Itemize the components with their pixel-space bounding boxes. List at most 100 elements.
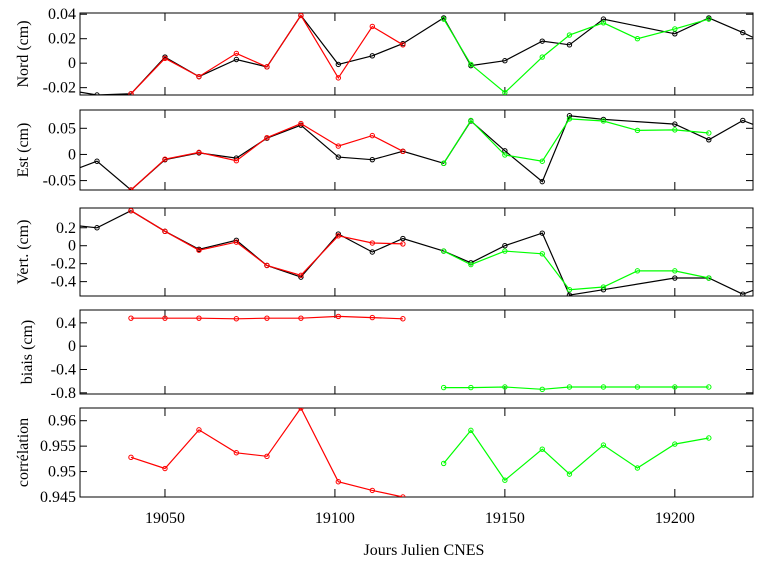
data-point bbox=[369, 132, 376, 139]
data-point bbox=[672, 441, 678, 447]
data-point bbox=[369, 487, 376, 494]
data-point bbox=[369, 156, 376, 163]
data-point bbox=[706, 435, 712, 441]
series-line bbox=[130, 14, 404, 95]
data-point bbox=[539, 251, 545, 257]
y-tick-label: -0.8 bbox=[51, 385, 76, 402]
data-point bbox=[369, 249, 376, 255]
data-point bbox=[634, 127, 641, 134]
data-point bbox=[672, 268, 678, 274]
x-tick-label: 19150 bbox=[485, 510, 525, 527]
data-point bbox=[196, 315, 202, 321]
data-point bbox=[706, 384, 712, 390]
x-tick-label: 19100 bbox=[315, 510, 355, 527]
data-point bbox=[539, 178, 545, 185]
data-point bbox=[335, 233, 342, 239]
y-tick-label: -0.02 bbox=[43, 80, 76, 97]
y-tick-label: 0.02 bbox=[48, 31, 76, 48]
data-point bbox=[196, 149, 202, 156]
data-point bbox=[440, 160, 447, 167]
data-point bbox=[162, 228, 168, 235]
y-tick-label: 0.95 bbox=[48, 464, 76, 481]
data-point bbox=[539, 158, 545, 164]
data-point bbox=[298, 315, 304, 321]
data-point bbox=[440, 384, 447, 391]
data-point bbox=[335, 154, 342, 160]
data-point bbox=[233, 239, 240, 245]
y-tick-label: 0.05 bbox=[48, 120, 76, 137]
series-line bbox=[443, 429, 709, 482]
data-point bbox=[440, 248, 447, 254]
y-tick-label: 0.04 bbox=[48, 6, 76, 23]
data-point bbox=[233, 450, 240, 456]
y-axis-label: Est (cm) bbox=[15, 123, 32, 178]
data-point bbox=[335, 479, 342, 485]
y-tick-label: 0 bbox=[68, 146, 76, 163]
panel-3: -0.4-0.200.2 Vert. (cm) bbox=[15, 207, 754, 297]
data-point bbox=[600, 20, 607, 26]
data-point bbox=[502, 248, 508, 254]
panel-frame bbox=[79, 309, 754, 395]
y-tick-label: 0.2 bbox=[56, 220, 76, 237]
data-point bbox=[196, 427, 202, 433]
series-group bbox=[80, 13, 753, 95]
data-point bbox=[335, 75, 342, 81]
y-tick-label: 0.945 bbox=[40, 489, 76, 506]
data-point bbox=[566, 113, 573, 119]
data-point bbox=[233, 316, 240, 322]
data-point bbox=[128, 208, 134, 214]
panel-frame bbox=[79, 207, 754, 297]
y-axis-label: corrélation bbox=[15, 418, 32, 487]
data-point bbox=[264, 135, 270, 141]
x-tick-label: 19200 bbox=[655, 510, 695, 527]
data-point bbox=[672, 275, 678, 281]
data-point bbox=[400, 235, 406, 242]
panel-5: 0.945 0.95 0.955 0.96 19050 19100 19150 19200 co… bbox=[15, 407, 754, 527]
data-point bbox=[566, 384, 573, 390]
data-point bbox=[600, 16, 607, 22]
y-tick-label: 0 bbox=[68, 338, 76, 355]
series-line bbox=[130, 408, 404, 497]
data-point bbox=[369, 240, 376, 246]
data-point bbox=[369, 23, 376, 30]
data-point bbox=[369, 314, 376, 321]
data-point bbox=[566, 32, 573, 38]
data-point bbox=[600, 384, 607, 390]
data-point bbox=[706, 16, 712, 22]
data-point bbox=[400, 316, 406, 322]
data-point bbox=[539, 38, 545, 44]
data-point bbox=[196, 247, 202, 253]
data-point bbox=[44, 220, 48, 224]
data-point bbox=[128, 454, 134, 461]
series-group bbox=[128, 408, 712, 497]
y-tick-label: 0 bbox=[68, 55, 76, 72]
data-point bbox=[162, 465, 168, 472]
data-point bbox=[706, 137, 712, 143]
data-point bbox=[706, 275, 712, 281]
x-tick-label: 19050 bbox=[145, 510, 185, 527]
data-point bbox=[162, 156, 168, 162]
series-line bbox=[80, 14, 753, 95]
data-point bbox=[298, 272, 304, 279]
y-tick-label: 0.955 bbox=[40, 438, 76, 455]
data-point bbox=[539, 54, 545, 60]
panels: -0.02 0 0.02 0.04 Nord (cm) -0.05 0 0.05 Est (cm… bbox=[15, 6, 754, 527]
data-point bbox=[566, 287, 573, 293]
data-point bbox=[740, 117, 746, 124]
y-tick-label: 0.4 bbox=[56, 315, 76, 332]
y-axis-label: Nord (cm) bbox=[15, 20, 32, 87]
data-point bbox=[502, 152, 508, 158]
y-tick-label: 0.96 bbox=[48, 413, 76, 430]
series-line bbox=[443, 386, 709, 390]
data-point bbox=[128, 91, 134, 95]
data-point bbox=[264, 64, 270, 70]
data-point bbox=[468, 427, 474, 434]
series-group bbox=[80, 113, 753, 190]
data-point bbox=[502, 89, 508, 95]
panel-frame bbox=[79, 407, 754, 498]
data-point bbox=[335, 313, 342, 320]
series-line bbox=[443, 250, 709, 291]
data-point bbox=[566, 292, 573, 296]
y-tick-label: -0.4 bbox=[51, 362, 76, 379]
y-tick-label: -0.4 bbox=[51, 274, 76, 291]
